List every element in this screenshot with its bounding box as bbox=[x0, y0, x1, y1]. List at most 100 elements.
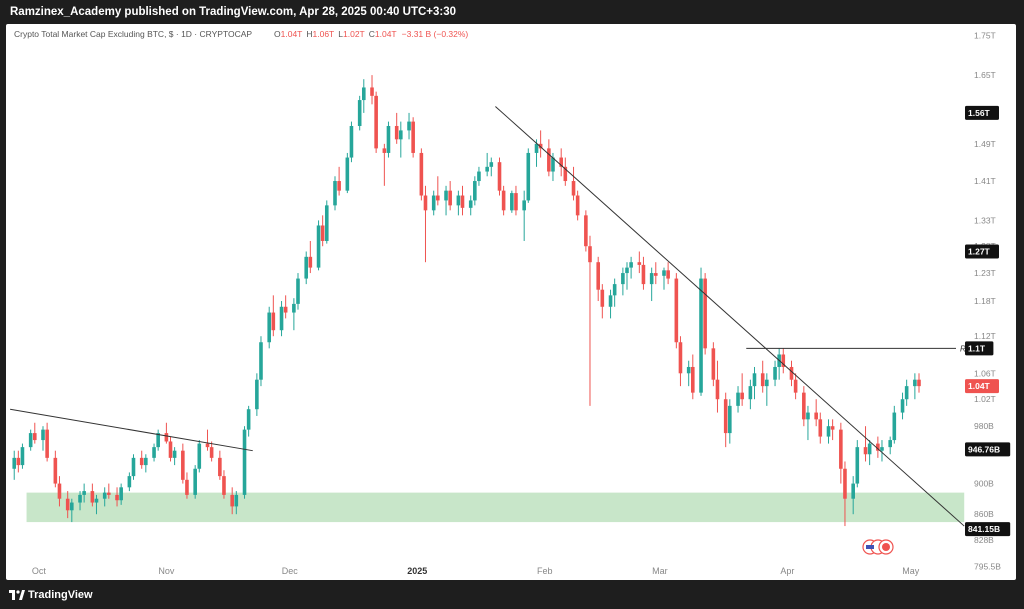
candle-body bbox=[830, 426, 835, 430]
candle-body bbox=[559, 157, 563, 167]
resistance-label: R bbox=[960, 344, 966, 353]
candle-body bbox=[625, 267, 629, 274]
candle-body bbox=[164, 433, 169, 442]
candle-body bbox=[740, 392, 744, 400]
candle-body bbox=[904, 386, 909, 400]
candle-body bbox=[867, 443, 872, 455]
candle-body bbox=[57, 483, 62, 499]
y-tick-label: 1.49T bbox=[974, 139, 996, 149]
candle-body bbox=[641, 264, 646, 285]
y-tick-label: 828B bbox=[974, 535, 994, 545]
candle-body bbox=[892, 412, 897, 441]
publish-header: Ramzinex_Academy published on TradingVie… bbox=[10, 6, 457, 18]
x-tick-label: Apr bbox=[780, 566, 794, 576]
price-label: 841.15B bbox=[968, 524, 1000, 534]
candle-body bbox=[181, 450, 185, 480]
candle-body bbox=[888, 440, 892, 448]
candle-body bbox=[28, 433, 33, 448]
candle-body bbox=[789, 366, 794, 380]
candle-body bbox=[723, 399, 728, 434]
candle-body bbox=[172, 450, 177, 458]
x-tick-label: Nov bbox=[158, 566, 175, 576]
y-tick-label: 860B bbox=[974, 509, 994, 519]
candle-body bbox=[653, 273, 658, 276]
legend-symbol: Crypto Total Market Cap Excluding BTC, $… bbox=[14, 29, 252, 39]
candle-body bbox=[501, 190, 506, 211]
candle-body bbox=[863, 447, 868, 455]
candle-body bbox=[119, 487, 123, 501]
candle-body bbox=[818, 419, 823, 437]
candle-body bbox=[144, 457, 148, 466]
candle-body bbox=[526, 152, 531, 201]
chart-frame: R 1.75T1.65T1.49T1.41T1.33T1.28T1.23T1.1… bbox=[6, 24, 1016, 580]
candle-body bbox=[357, 100, 362, 126]
candle-body bbox=[386, 125, 391, 153]
candlestick-chart[interactable]: R 1.75T1.65T1.49T1.41T1.33T1.28T1.23T1.1… bbox=[6, 24, 1016, 580]
candle-body bbox=[436, 195, 440, 201]
legend-close: 1.04T bbox=[375, 29, 397, 39]
y-tick-label: 1.75T bbox=[974, 30, 996, 40]
candle-body bbox=[843, 468, 847, 499]
candle-body bbox=[588, 246, 592, 263]
candle-body bbox=[431, 195, 436, 211]
candle-body bbox=[423, 195, 428, 211]
candle-body bbox=[234, 494, 239, 507]
price-label: 946.76B bbox=[968, 444, 1000, 454]
candle-body bbox=[70, 502, 74, 511]
y-tick-label: 1.02T bbox=[974, 394, 996, 404]
candle-body bbox=[242, 429, 247, 495]
x-tick-label: May bbox=[902, 566, 920, 576]
y-tick-label: 1.18T bbox=[974, 296, 996, 306]
price-label: 1.56T bbox=[968, 108, 991, 118]
candle-body bbox=[152, 447, 156, 458]
candle-body bbox=[222, 476, 226, 495]
legend-open: 1.04T bbox=[281, 29, 303, 39]
candle-body bbox=[127, 476, 132, 488]
candle-body bbox=[271, 312, 276, 331]
candle-body bbox=[571, 181, 576, 196]
y-tick-label: 1.06T bbox=[974, 368, 996, 378]
price-label-box bbox=[965, 341, 994, 356]
candle-body bbox=[485, 166, 489, 172]
candle-body bbox=[736, 392, 740, 406]
price-label-box bbox=[965, 379, 999, 394]
candle-body bbox=[534, 143, 539, 153]
candle-body bbox=[608, 295, 613, 307]
candle-body bbox=[666, 270, 670, 279]
price-label: 1.1T bbox=[968, 343, 986, 353]
candle-body bbox=[690, 366, 695, 393]
candle-body bbox=[468, 200, 473, 208]
candle-body bbox=[197, 443, 202, 469]
candle-body bbox=[333, 181, 337, 206]
candle-body bbox=[255, 379, 259, 410]
flag-badge[interactable] bbox=[862, 539, 894, 555]
candle-body bbox=[699, 278, 703, 393]
candle-body bbox=[456, 195, 461, 206]
candle-body bbox=[283, 306, 288, 313]
candle-body bbox=[185, 479, 189, 495]
candle-body bbox=[678, 342, 683, 374]
candle-body bbox=[337, 181, 341, 191]
candle-body bbox=[65, 498, 70, 511]
candle-body bbox=[316, 225, 321, 268]
candle-body bbox=[900, 399, 905, 413]
candle-body bbox=[419, 152, 424, 196]
candle-body bbox=[218, 457, 222, 477]
footer-brand: TradingView bbox=[28, 589, 93, 601]
x-tick-label: Mar bbox=[652, 566, 668, 576]
candle-body bbox=[674, 278, 679, 343]
price-label: 1.27T bbox=[968, 246, 991, 256]
candle-body bbox=[193, 468, 197, 495]
candle-body bbox=[760, 373, 765, 387]
trendline bbox=[10, 408, 253, 452]
price-label-box bbox=[965, 244, 999, 259]
candle-body bbox=[629, 262, 633, 268]
candle-body bbox=[563, 166, 568, 182]
legend-low: 1.02T bbox=[343, 29, 365, 39]
candle-body bbox=[575, 195, 580, 216]
candle-body bbox=[917, 379, 921, 387]
trendline bbox=[495, 106, 965, 527]
candle-body bbox=[551, 157, 555, 172]
candle-body bbox=[53, 457, 58, 484]
candle-body bbox=[382, 148, 387, 153]
